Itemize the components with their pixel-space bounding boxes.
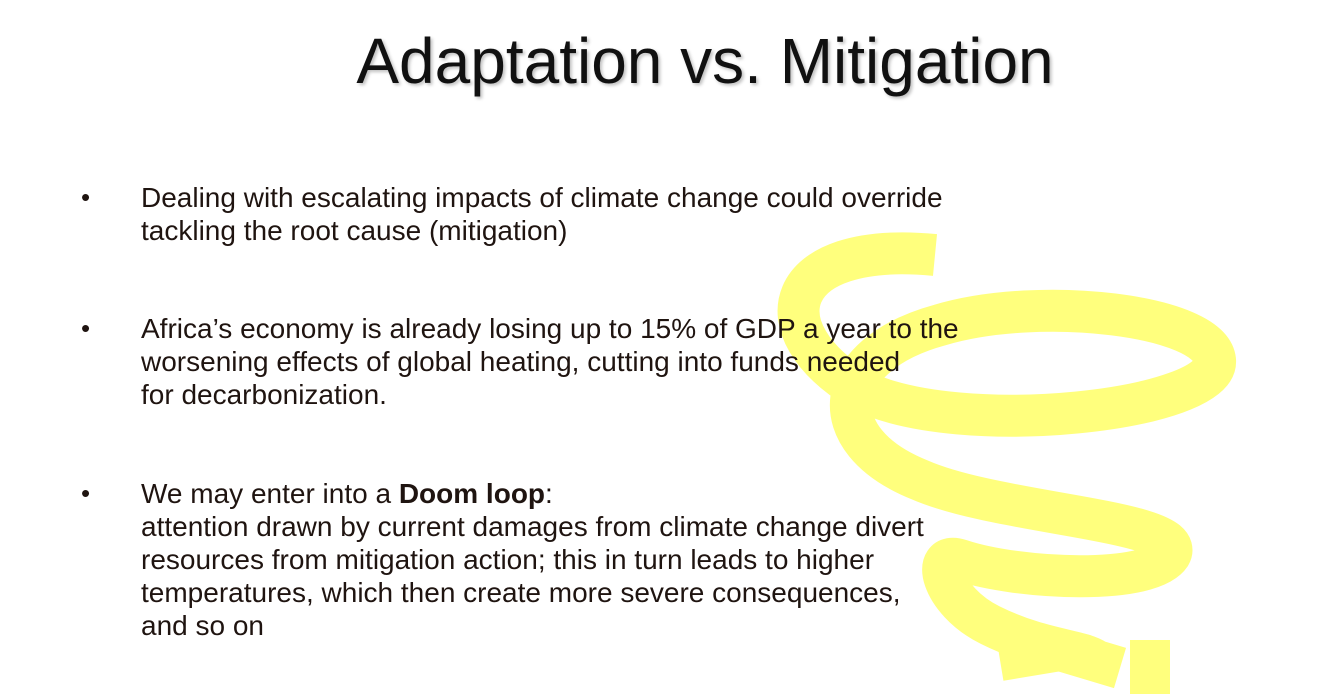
bullet-icon: • xyxy=(81,182,91,212)
bullet-item: • Dealing with escalating impacts of cli… xyxy=(81,181,1101,247)
bullet-text-line: resources from mitigation action; this i… xyxy=(141,544,875,575)
slide-title: Adaptation vs. Mitigation xyxy=(356,25,1054,97)
bullet-text-line: for decarbonization. xyxy=(141,379,387,410)
doom-loop-emphasis: Doom loop xyxy=(398,478,546,509)
bullet-text-line: and so on xyxy=(141,610,264,641)
bullet-item: • Africa’s economy is already losing up … xyxy=(81,312,1101,411)
bullet-icon: • xyxy=(81,313,91,343)
bullet-text-line: attention drawn by current damages from … xyxy=(141,511,924,542)
bullet-icon: • xyxy=(81,478,91,508)
bullet-item: • We may enter into a Doom loop: attenti… xyxy=(81,477,1101,642)
bullet-text-line: Dealing with escalating impacts of clima… xyxy=(141,182,943,213)
bullet-text-line: worsening effects of global heating, cut… xyxy=(141,346,901,377)
bullet-text-line: temperatures, which then create more sev… xyxy=(141,577,901,608)
bullet-intro-end: : xyxy=(545,478,553,509)
bullet-text-line: tackling the root cause (mitigation) xyxy=(141,215,568,246)
bullet-text-line: Africa’s economy is already losing up to… xyxy=(141,313,959,344)
bullet-intro-line: We may enter into a Doom loop: xyxy=(141,477,1101,510)
bullet-intro-text: We may enter into a xyxy=(141,478,399,509)
